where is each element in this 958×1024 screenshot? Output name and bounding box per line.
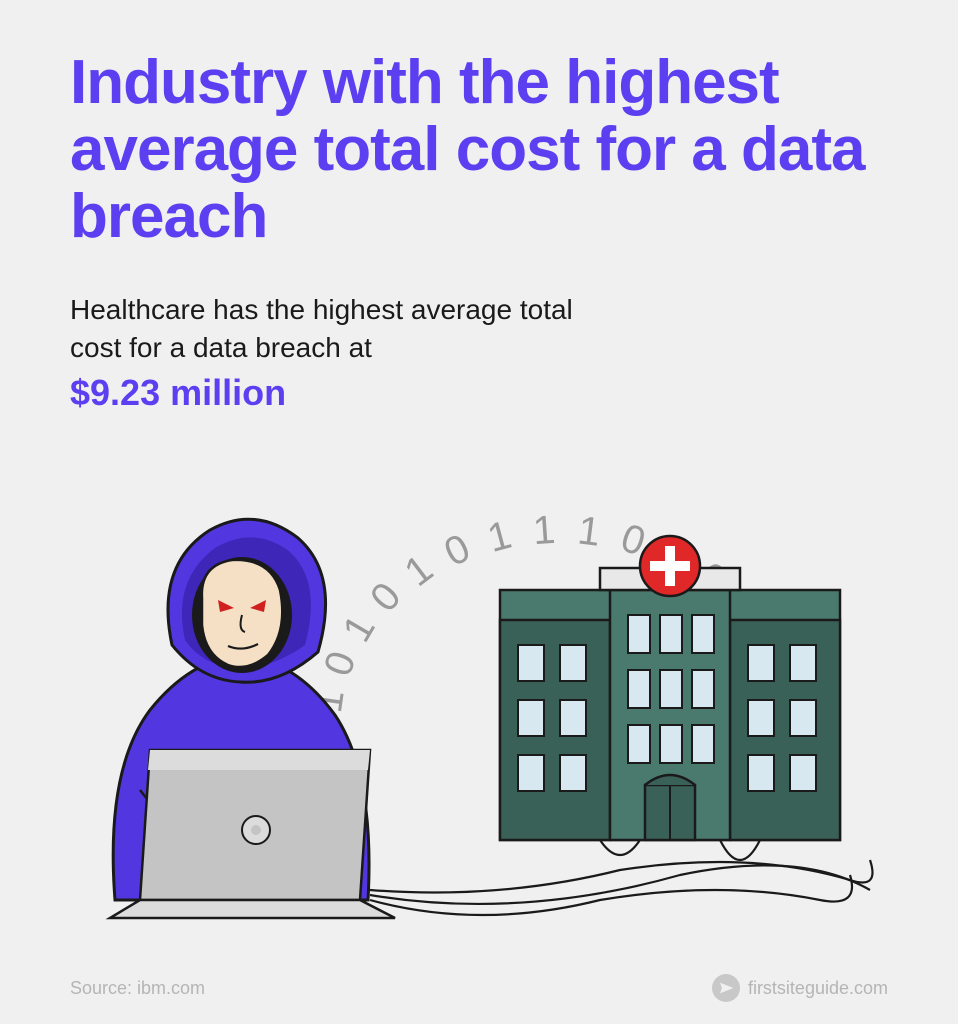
svg-text:1: 1 [531,508,556,553]
svg-text:1: 1 [575,508,603,554]
highlight-value: $9.23 million [70,372,888,414]
source-label: Source: ibm.com [70,978,205,999]
svg-text:1: 1 [335,608,384,649]
svg-text:0: 0 [362,574,410,620]
svg-text:0: 0 [316,646,365,682]
subtitle-text: Healthcare has the highest average total… [70,291,630,367]
attribution-label: firstsiteguide.com [748,978,888,999]
svg-text:1: 1 [397,547,441,595]
page-title: Industry with the highest average total … [70,50,888,251]
svg-text:0: 0 [438,526,477,575]
svg-text:1: 1 [483,513,516,561]
hacker-hospital-illustration: 010101011101001101 [0,430,958,950]
send-icon [712,974,740,1002]
